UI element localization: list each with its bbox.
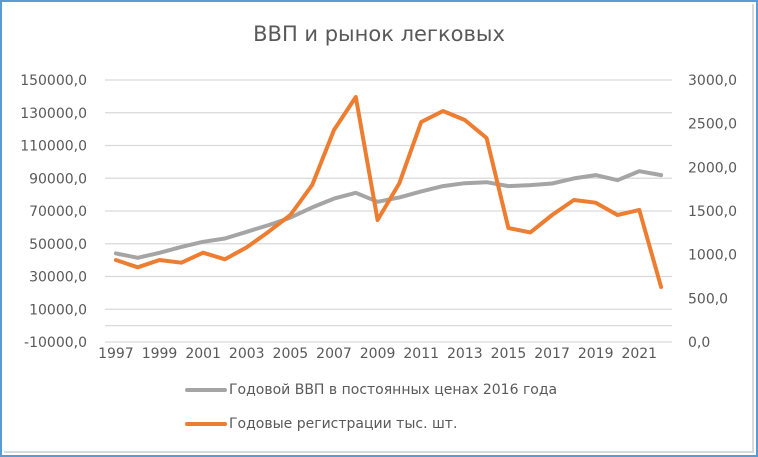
- x-axis-tick: 2011: [403, 346, 439, 362]
- chart-frame-shadow: [4, 4, 754, 453]
- x-axis-tick: 2017: [534, 346, 570, 362]
- registrations-series-line: [113, 95, 664, 289]
- legend-label-gdp: Годовой ВВП в постоянных ценах 2016 года: [229, 382, 558, 398]
- right-axis-tick: 500,0: [688, 291, 728, 307]
- left-axis-tick: 150000,0: [20, 73, 87, 89]
- x-axis-tick: 2001: [185, 346, 221, 362]
- left-axis-tick: 130000,0: [20, 106, 87, 122]
- legend-swatch-gdp: [185, 388, 227, 392]
- right-axis-tick: 1500,0: [688, 204, 737, 220]
- x-axis-tick: 2015: [491, 346, 527, 362]
- x-axis-tick: 2013: [447, 346, 483, 362]
- gdp-series-line: [113, 169, 664, 260]
- right-axis-tick: 2000,0: [688, 160, 737, 176]
- x-axis-tick: 2021: [621, 346, 657, 362]
- left-axis-ticks: 150000,0 130000,0 110000,0 90000,0 70000,0 50…: [20, 73, 87, 351]
- x-axis-tick: 2005: [273, 346, 309, 362]
- right-axis-tick: 2500,0: [688, 117, 737, 133]
- x-axis-tick: 2003: [229, 346, 265, 362]
- data-series: [113, 95, 664, 289]
- chart-title: ВВП и рынок легковых: [253, 22, 505, 46]
- legend-swatch-registrations: [185, 422, 227, 426]
- left-axis-tick: 110000,0: [20, 139, 87, 155]
- x-axis-tick: 1999: [142, 346, 178, 362]
- right-axis-tick: 3000,0: [688, 73, 737, 89]
- right-axis-tick: 0,0: [688, 335, 710, 351]
- left-axis-tick: 70000,0: [29, 204, 87, 220]
- left-axis-tick: 50000,0: [29, 237, 87, 253]
- x-axis-tick: 2009: [360, 346, 396, 362]
- left-axis-tick: 30000,0: [29, 270, 87, 286]
- x-axis-tick: 2019: [578, 346, 614, 362]
- legend-label-registrations: Годовые регистрации тыс. шт.: [229, 416, 458, 432]
- legend-item-registrations: Годовые регистрации тыс. шт.: [185, 416, 457, 432]
- x-axis-ticks: 1997 1999 2001 2003 2005 2007 2009 2011 2013 2015…: [98, 346, 657, 362]
- gridlines: [105, 79, 672, 343]
- left-axis-tick: 90000,0: [29, 171, 87, 187]
- left-axis-tick: -10000,0: [24, 335, 87, 351]
- right-axis-ticks: 3000,0 2500,0 2000,0 1500,0 1000,0 500,0 0,0: [688, 73, 737, 351]
- legend-item-gdp: Годовой ВВП в постоянных ценах 2016 года: [185, 382, 557, 398]
- x-axis-tick: 2007: [316, 346, 352, 362]
- x-axis-tick: 1997: [98, 346, 134, 362]
- right-axis-tick: 1000,0: [688, 248, 737, 264]
- left-axis-tick: 10000,0: [29, 302, 87, 318]
